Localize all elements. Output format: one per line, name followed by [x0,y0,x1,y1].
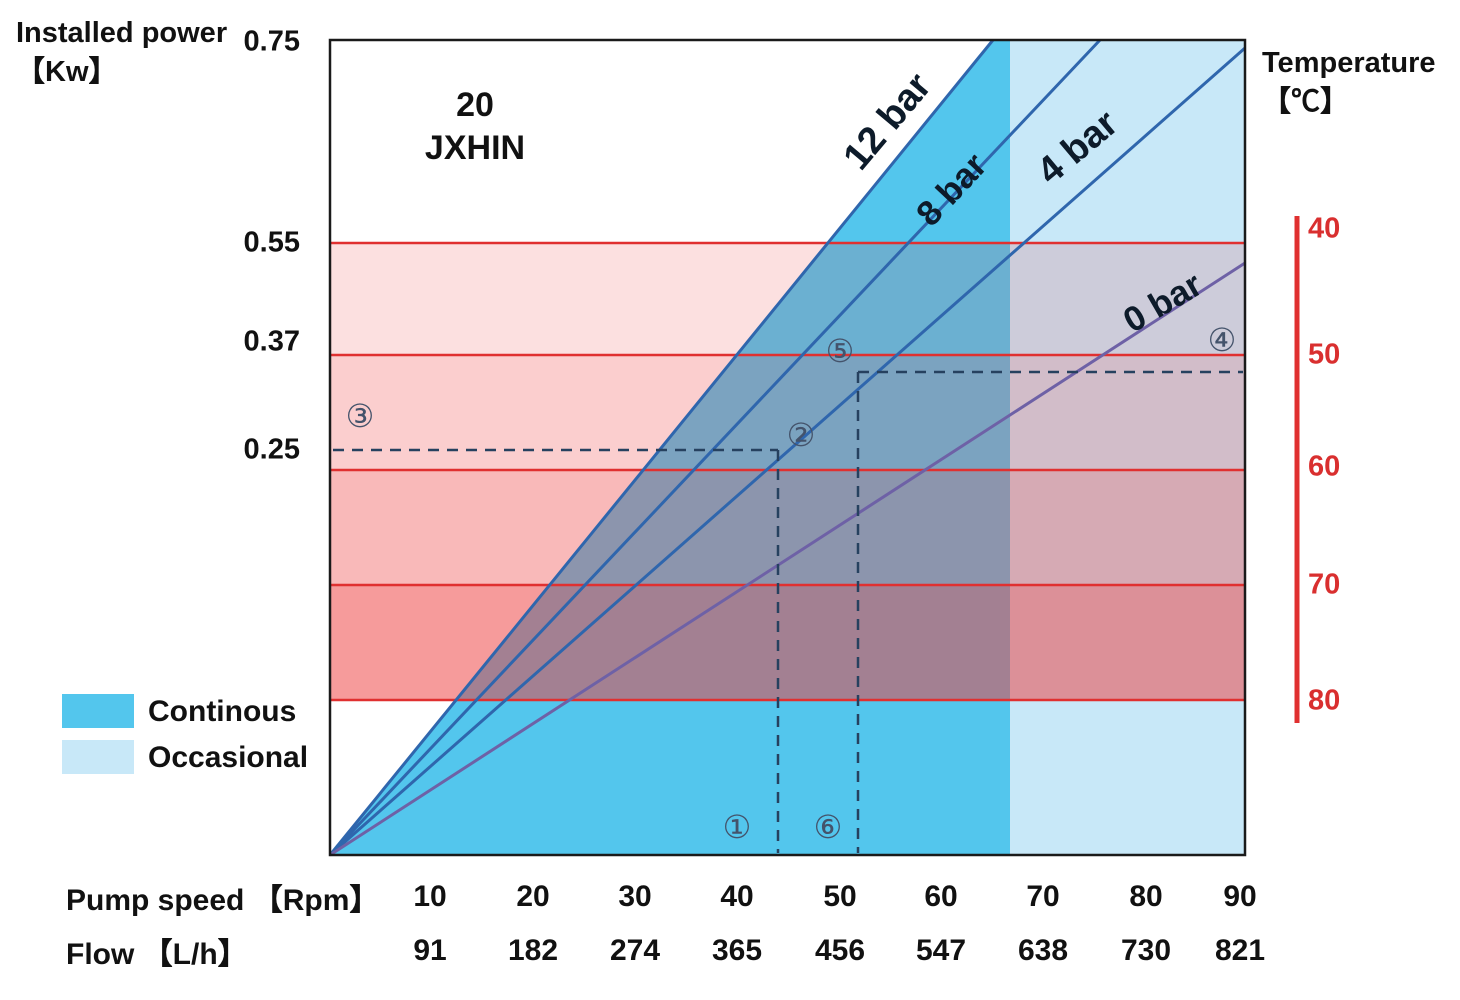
flow-tick-182: 182 [507,934,559,967]
power-tick-037: 0.37 [243,325,300,358]
flow-tick-274: 274 [609,934,661,967]
marker-6: ⑥ [813,809,843,845]
left-axis-unit: 【Kw】 [16,56,118,89]
speed-tick-30: 30 [618,880,652,913]
temp-tick-60: 60 [1308,450,1341,483]
speed-tick-40: 40 [720,880,754,913]
flow-tick-547: 547 [915,934,967,967]
marker-1: ① [722,809,752,845]
model-title: 20 JXHIN [380,84,570,169]
flow-tick-365: 365 [711,934,763,967]
left-axis-title-text: Installed power [16,17,228,49]
flow-tick-730: 730 [1120,934,1172,967]
speed-tick-50: 50 [823,880,857,913]
speed-tick-90: 90 [1223,880,1257,913]
flow-tick-456: 456 [814,934,866,967]
legend-label-continuous: Continous [148,695,297,728]
speed-tick-70: 70 [1026,880,1060,913]
pressure-line-8bar [328,38,1102,857]
flow-tick-91: 91 [413,934,447,967]
power-tick-075: 0.75 [243,25,300,58]
speed-tick-60: 60 [924,880,958,913]
temp-tick-40: 40 [1308,212,1341,245]
flow-tick-821: 821 [1214,934,1266,967]
model-number: 20 [456,86,494,124]
right-axis-title-text: Temperature [1262,47,1436,79]
temp-tick-70: 70 [1308,568,1341,601]
power-tick-055: 0.55 [243,226,300,259]
pressure-line-4bar [329,46,1246,857]
speed-tick-20: 20 [516,880,550,913]
power-tick-025: 0.25 [243,433,300,466]
legend-swatch-continuous [62,694,134,728]
temp-tick-80: 80 [1308,684,1341,717]
temp-band-40-50 [330,243,1245,355]
pressure-line-0bar [329,261,1246,857]
flow-axis-label: Flow 【L/h】 [66,938,248,971]
temp-band-70-80 [330,585,1245,700]
pump-speed-axis-label: Pump speed 【Rpm】 [66,884,380,917]
plot-border [328,38,1247,857]
speed-tick-80: 80 [1129,880,1163,913]
marker-5: ⑤ [825,333,855,369]
speed-tick-10: 10 [413,880,447,913]
left-axis-title: Installed power 【Kw】 [16,14,227,92]
temp-tick-50: 50 [1308,338,1341,371]
flow-tick-638: 638 [1017,934,1069,967]
pressure-line-12bar [328,39,995,856]
right-axis-title: Temperature 【℃】 [1262,44,1436,122]
temp-band-60-70 [330,470,1245,585]
model-name: JXHIN [424,128,526,167]
legend-swatch-occasional [62,740,134,774]
marker-4: ④ [1207,322,1237,358]
right-axis-unit: 【℃】 [1262,86,1350,119]
marker-2: ② [786,417,816,453]
marker-3: ③ [345,398,375,434]
legend-label-occasional: Occasional [148,741,309,774]
